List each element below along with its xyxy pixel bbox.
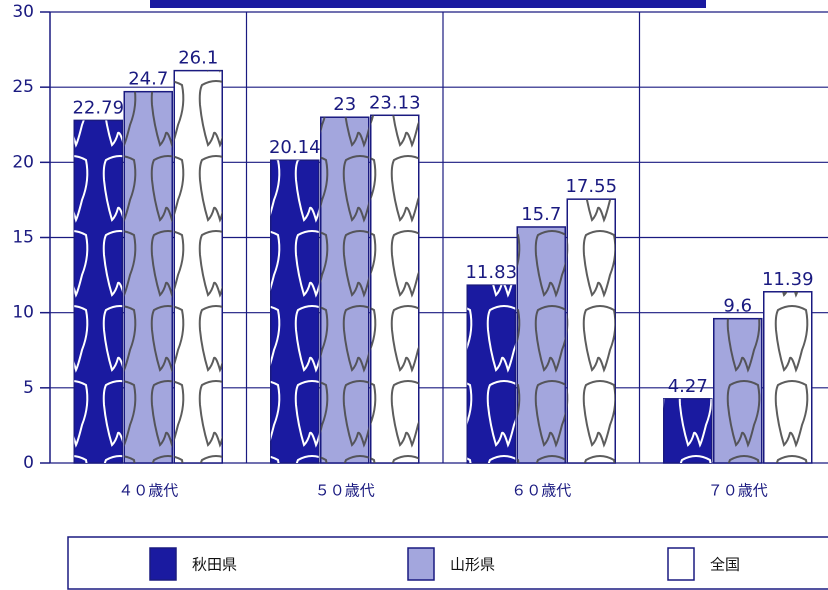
legend-swatch xyxy=(667,547,695,581)
bar-pattern xyxy=(567,199,616,464)
value-label: 17.55 xyxy=(565,176,617,197)
value-label: 15.7 xyxy=(521,204,561,225)
x-tick-label: ６０歳代 xyxy=(511,482,571,500)
value-label: 11.39 xyxy=(762,269,814,290)
value-label: 23.13 xyxy=(369,92,421,113)
x-tick-label: ７０歳代 xyxy=(708,482,768,500)
legend-swatch xyxy=(407,547,435,581)
legend-label: 山形県 xyxy=(450,556,495,574)
value-label: 9.6 xyxy=(723,296,752,317)
y-tick-label: 10 xyxy=(12,303,34,323)
bar-pattern xyxy=(270,160,319,463)
y-tick-label: 0 xyxy=(23,453,34,473)
y-tick-label: 25 xyxy=(12,77,34,97)
value-label: 23 xyxy=(333,94,356,115)
bar-pattern xyxy=(517,226,566,463)
legend-label: 全国 xyxy=(710,556,740,574)
bar-pattern xyxy=(467,285,516,463)
bar-pattern xyxy=(320,117,369,463)
value-label: 11.83 xyxy=(465,262,517,283)
legend-box xyxy=(67,536,828,590)
legend-label: 秋田県 xyxy=(192,556,237,574)
value-label: 24.7 xyxy=(128,69,168,90)
value-label: 20.14 xyxy=(269,137,321,158)
y-tick-label: 5 xyxy=(23,378,34,398)
bar-pattern xyxy=(124,91,173,463)
y-tick-label: 15 xyxy=(12,228,34,248)
legend-swatch xyxy=(149,547,177,581)
x-tick-label: ４０歳代 xyxy=(118,482,178,500)
value-label: 26.1 xyxy=(178,48,218,69)
value-label: 4.27 xyxy=(668,376,708,397)
bar-pattern xyxy=(663,398,712,463)
y-tick-label: 30 xyxy=(12,2,34,22)
y-tick-label: 20 xyxy=(12,152,34,172)
bar-pattern xyxy=(713,318,762,463)
value-label: 22.79 xyxy=(72,97,124,118)
title-banner xyxy=(150,0,706,8)
bar-pattern xyxy=(763,291,812,463)
bar-pattern xyxy=(174,70,223,463)
bar-pattern xyxy=(74,120,123,464)
bar-pattern xyxy=(370,115,419,464)
x-tick-label: ５０歳代 xyxy=(315,482,375,500)
